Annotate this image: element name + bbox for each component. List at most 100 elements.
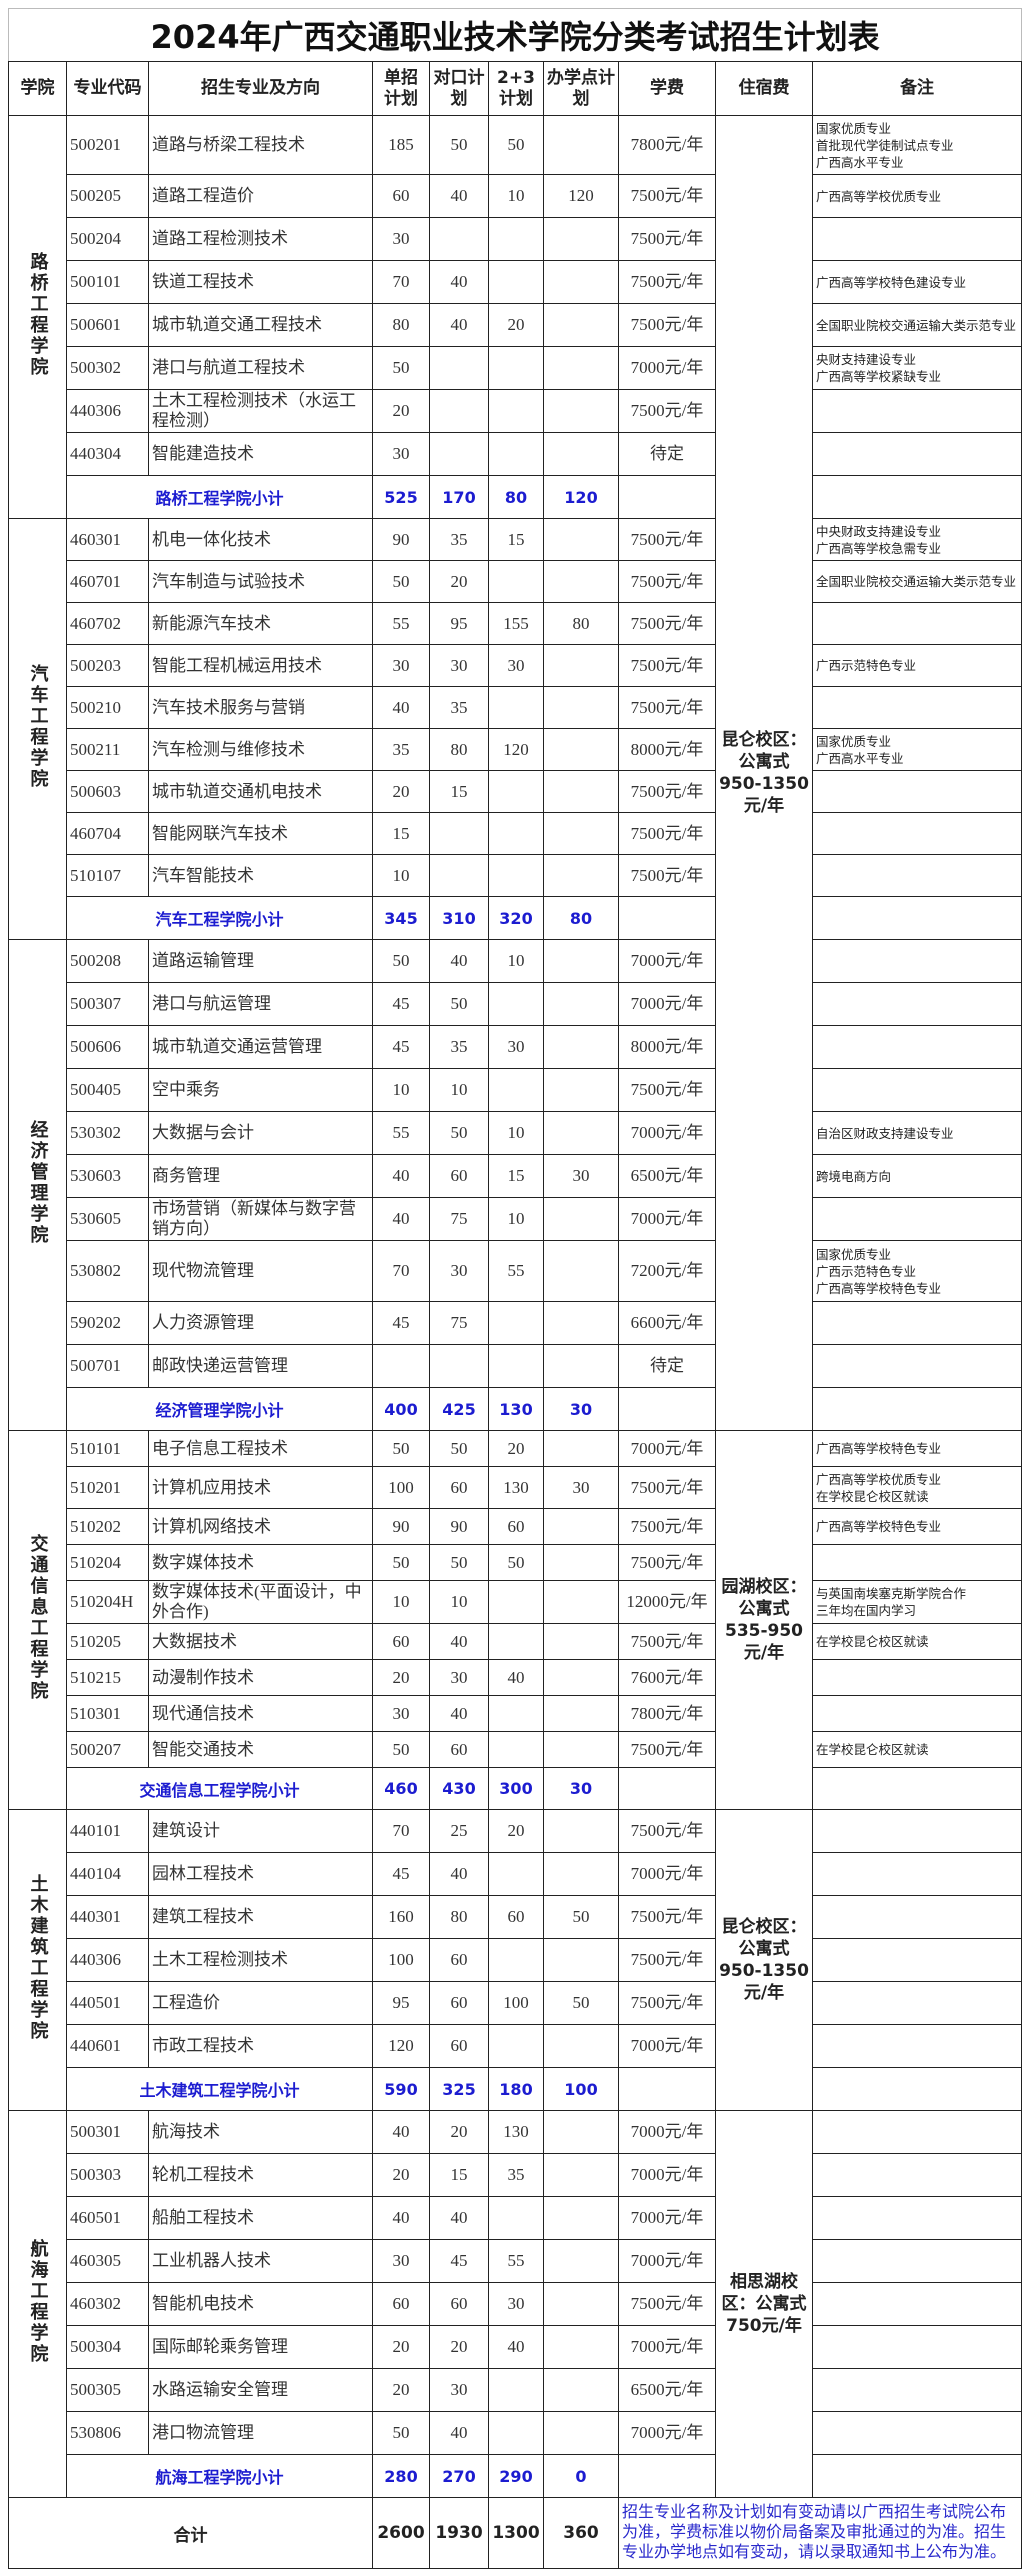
major-code: 530605 [66,1197,149,1241]
table-row: 440104 园林工程技术 45 40 7000元/年 [9,1852,1023,1896]
remark-line: 广西示范特色专业 [816,1263,917,1279]
accommodation-fee: 昆仑校区：公寓式950-1350元/年 [715,1809,813,2111]
single-exam-plan: 45 [372,1025,430,1069]
major-name: 智能建造技术 [148,432,373,476]
subtotal-value: 120 [543,475,619,519]
tuition: 7500元/年 [618,1623,716,1660]
tuition: 7500元/年 [618,644,716,687]
single-exam-plan: 35 [372,728,430,771]
tuition: 7800元/年 [618,1695,716,1732]
table-row: 460302 智能机电技术 60 60 30 7500元/年 [9,2282,1023,2326]
single-exam-plan: 10 [372,1068,430,1112]
remarks-cell [811,1981,1023,2025]
remarks-empty [811,2454,1023,2498]
2plus3-plan [488,770,544,813]
vocational-plan: 60 [429,1466,489,1509]
2plus3-plan: 130 [488,2110,544,2154]
vocational-plan: 75 [429,1301,489,1345]
single-exam-plan: 90 [372,518,430,561]
page-title: 2024年广西交通职业技术学院分类考试招生计划表 [7,8,1023,62]
header-single-exam-plan: 单招计划 [372,61,430,116]
remarks-cell [811,1068,1023,1112]
major-code: 500302 [66,346,149,390]
vocational-plan: 35 [429,1025,489,1069]
remarks-cell [811,2153,1023,2197]
campus-plan [543,2110,619,2154]
2plus3-plan [488,1852,544,1896]
major-name: 商务管理 [148,1154,373,1198]
remarks-cell [811,1025,1023,1069]
vocational-plan: 80 [429,728,489,771]
major-code: 500601 [66,303,149,347]
tuition: 7000元/年 [618,2153,716,2197]
table-row: 500204 道路工程检测技术 30 7500元/年 [9,217,1023,261]
tuition: 7500元/年 [618,174,716,218]
vocational-plan: 60 [429,2282,489,2326]
table-row: 500405 空中乘务 10 10 7500元/年 [9,1068,1023,1112]
vocational-plan [429,346,489,390]
remarks-cell: 央财支持建设专业 广西高等学校紧缺专业 [811,346,1023,390]
total-value: 1300 [488,2497,544,2569]
major-code: 530302 [66,1111,149,1155]
2plus3-plan: 15 [488,518,544,561]
vocational-plan [429,217,489,261]
major-code: 440501 [66,1981,149,2025]
major-name: 智能工程机械运用技术 [148,644,373,687]
major-code: 590202 [66,1301,149,1345]
major-name: 道路与桥梁工程技术 [148,115,373,175]
remarks-cell [811,2196,1023,2240]
major-name: 智能机电技术 [148,2282,373,2326]
major-code: 510205 [66,1623,149,1660]
tuition: 7500元/年 [618,518,716,561]
header-major-name: 招生专业及方向 [148,61,373,116]
single-exam-plan: 30 [372,1695,430,1732]
vocational-plan: 95 [429,602,489,645]
college-name: 土木建筑工程学院 [27,1873,49,2042]
campus-plan: 80 [543,602,619,645]
subtotal-value: 310 [429,896,489,940]
major-name: 市场营销（新媒体与数字营销方向） [148,1197,373,1241]
2plus3-plan [488,1623,544,1660]
2plus3-plan [488,854,544,897]
table-row: 经济管理学院 500208 道路运输管理 50 40 10 7000元/年 [8,939,1023,1431]
table-row: 500304 国际邮轮乘务管理 20 20 40 7000元/年 [9,2325,1023,2369]
major-code: 500301 [66,2110,149,2154]
vocational-plan: 50 [429,1430,489,1467]
header-vocational-plan: 对口计划 [429,61,489,116]
subtotal-value: 425 [429,1387,489,1431]
remark-line: 广西高等学校特色专业 [816,1441,942,1456]
major-code: 460301 [66,518,149,561]
major-code: 510204H [66,1580,149,1624]
vocational-plan: 15 [429,2153,489,2197]
vocational-plan: 40 [429,174,489,218]
vocational-plan: 50 [429,1544,489,1581]
single-exam-plan: 30 [372,432,430,476]
subtotal-row: 土木建筑工程学院小计 590 325 180 100 [9,2067,1023,2111]
vocational-plan: 50 [429,115,489,175]
single-exam-plan: 45 [372,1301,430,1345]
single-exam-plan: 55 [372,602,430,645]
subtotal-value: 400 [372,1387,430,1431]
header-college: 学院 [8,61,67,116]
single-exam-plan: 40 [372,1154,430,1198]
table-row: 500211 汽车检测与维修技术 35 80 120 8000元/年 国家优质专业 广西高水平… [9,728,1023,771]
tuition: 7500元/年 [618,217,716,261]
remarks-cell [811,1344,1023,1388]
subtotal-label: 汽车工程学院小计 [66,896,373,940]
table-row: 土木建筑工程学院 440101 建筑设计 70 25 20 7500元/年 昆仑校区：公寓式9… [8,1809,1023,2111]
single-exam-plan: 70 [372,1240,430,1302]
campus-plan [543,346,619,390]
major-code: 500208 [66,939,149,983]
table-row: 510107 汽车智能技术 10 7500元/年 [9,854,1023,897]
major-name: 现代物流管理 [148,1240,373,1302]
remarks-cell: 广西高等学校优质专业 在学校昆仑校区就读 [811,1466,1023,1509]
major-name: 土木工程检测技术（水运工程检测） [148,389,373,433]
campus-plan [543,728,619,771]
table-row: 510202 计算机网络技术 90 90 60 7500元/年 广西高等学校特色专业 [9,1508,1023,1545]
college-name-cell: 汽车工程学院 [8,518,67,940]
single-exam-plan: 50 [372,1430,430,1467]
remarks-cell: 广西高等学校特色专业 [811,1430,1023,1467]
campus-plan: 120 [543,174,619,218]
tuition: 7000元/年 [618,2411,716,2455]
single-exam-plan: 185 [372,115,430,175]
